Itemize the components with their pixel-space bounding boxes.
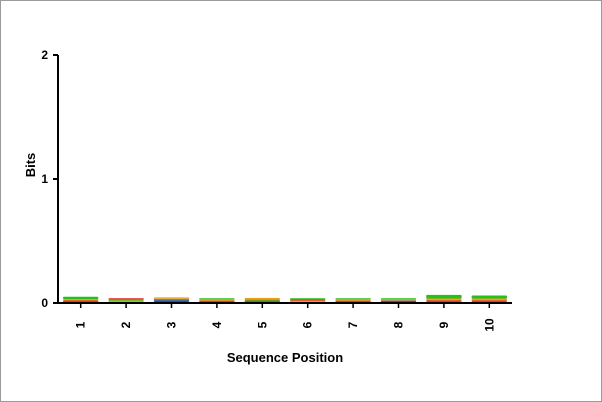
logo-letter-a: [153, 298, 190, 301]
x-ticks: 1 2 3 4 5 6 7 8 9 10: [74, 303, 496, 332]
logo-letter-t: [289, 299, 326, 301]
logo-letter-c: [380, 300, 417, 302]
logo-letter-g: [380, 299, 417, 301]
logo-letter-a: [335, 298, 371, 300]
logo-letter-g: [199, 299, 235, 301]
x-tick-label: 3: [165, 321, 179, 328]
logo-letter-a: [244, 299, 281, 301]
logo-letter-a: [380, 298, 417, 300]
y-tick-label: 0: [41, 296, 48, 310]
logo-letter-g: [335, 299, 371, 301]
x-tick-label: 5: [255, 321, 269, 328]
logo-letter-a: [426, 294, 462, 299]
logo-letter-g: [426, 298, 462, 301]
x-axis-title: Sequence Position: [227, 350, 343, 365]
x-tick-label: 10: [482, 318, 496, 332]
logo-letter-t: [108, 298, 144, 300]
logo-letter-g: [289, 300, 326, 302]
logo-stack-position-9: [426, 294, 462, 303]
logo-letter-t: [62, 300, 99, 302]
logo-letter-a: [289, 298, 326, 300]
y-tick-label: 1: [41, 172, 48, 186]
logo-letter-t: [244, 300, 281, 302]
logo-letter-a: [471, 295, 508, 299]
logo-letter-g: [108, 300, 144, 302]
logo-letter-g: [153, 297, 190, 299]
y-ticks: 0 1 2: [41, 48, 58, 310]
x-tick-label: 2: [119, 321, 133, 328]
logo-letter-g: [244, 297, 281, 300]
x-tick-label: 7: [346, 321, 360, 328]
x-tick-label: 8: [392, 321, 406, 328]
logo-stack-position-3: [153, 297, 190, 303]
logo-letter-a: [62, 296, 99, 300]
logo-letter-t: [471, 300, 508, 302]
logo-letter-g: [62, 299, 99, 301]
x-tick-label: 1: [74, 321, 88, 328]
logo-stack-position-10: [471, 295, 508, 303]
y-tick-label: 2: [41, 48, 48, 62]
logo-letter-a: [108, 299, 144, 301]
logo-letter-t: [426, 300, 462, 302]
logo-letter-t: [335, 300, 371, 302]
x-tick-label: 6: [301, 321, 315, 328]
x-tick-label: 4: [210, 321, 224, 328]
logo-stacks: [62, 294, 508, 303]
logo-letter-t: [199, 300, 235, 302]
logo-letter-g: [471, 298, 508, 301]
logo-letter-c: [153, 300, 190, 302]
x-tick-label: 9: [437, 321, 451, 328]
logo-letter-a: [199, 298, 235, 300]
y-axis-title: Bits: [23, 153, 38, 178]
